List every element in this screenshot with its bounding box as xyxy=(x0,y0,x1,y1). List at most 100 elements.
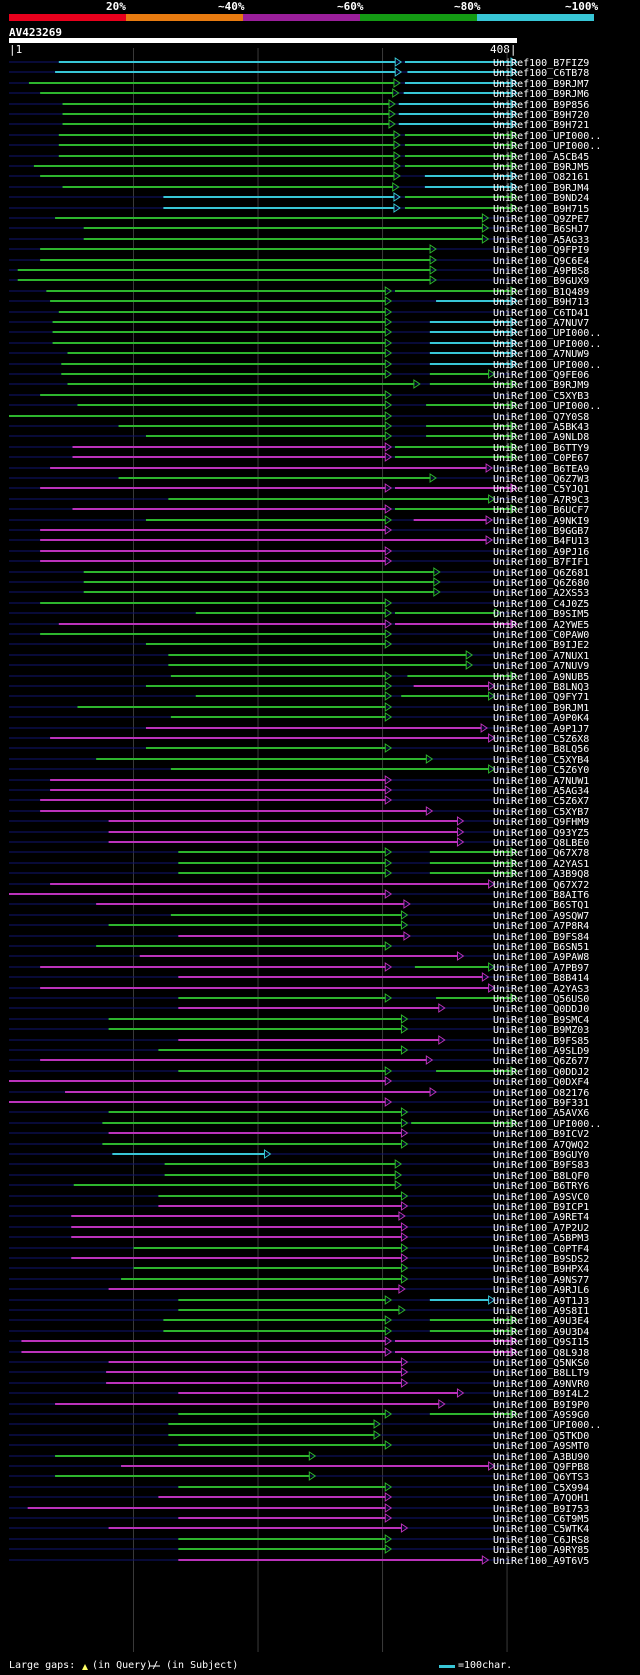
subject-label[interactable]: UniRef100_B9RJM4 xyxy=(493,183,589,194)
subject-label[interactable]: UniRef100_B7FIZ9 xyxy=(493,58,589,69)
subject-label[interactable]: UniRef100_Q9FPB8 xyxy=(493,1462,589,1473)
subject-label[interactable]: UniRef100_Q0DDJ2 xyxy=(493,1067,589,1078)
subject-label[interactable]: UniRef100_B9MZ03 xyxy=(493,1025,589,1036)
subject-label[interactable]: UniRef100_Q6Z680 xyxy=(493,578,589,589)
subject-label[interactable]: UniRef100_A9S8I1 xyxy=(493,1306,589,1317)
subject-label[interactable]: UniRef100_C6JRS8 xyxy=(493,1535,589,1546)
subject-label[interactable]: UniRef100_A7PB97 xyxy=(493,963,589,974)
subject-label[interactable]: UniRef100_A5CB45 xyxy=(493,152,589,163)
subject-label[interactable]: UniRef100_B6TTY9 xyxy=(493,443,589,454)
subject-label[interactable]: UniRef100_Q6YTS3 xyxy=(493,1472,589,1483)
subject-label[interactable]: UniRef100_Q0DXF4 xyxy=(493,1077,589,1088)
subject-label[interactable]: UniRef100_A9RY85 xyxy=(493,1545,589,1556)
subject-label[interactable]: UniRef100_B9RJM9 xyxy=(493,380,589,391)
subject-label[interactable]: UniRef100_A3BU90 xyxy=(493,1452,589,1463)
subject-label[interactable]: UniRef100_B9SMC4 xyxy=(493,1015,589,1026)
subject-label[interactable]: UniRef100_A7P2U2 xyxy=(493,1223,589,1234)
subject-label[interactable]: UniRef100_B1Q489 xyxy=(493,287,589,298)
subject-label[interactable]: UniRef100_A9SLD9 xyxy=(493,1046,589,1057)
subject-label[interactable]: UniRef100_B7FIF1 xyxy=(493,557,589,568)
subject-label[interactable]: UniRef100_B9RJM5 xyxy=(493,162,589,173)
subject-label[interactable]: UniRef100_B9SDS2 xyxy=(493,1254,589,1265)
subject-label[interactable]: UniRef100_B6SHJ7 xyxy=(493,224,589,235)
subject-label[interactable]: UniRef100_Q9FPI9 xyxy=(493,245,589,256)
subject-label[interactable]: UniRef100_A9RET4 xyxy=(493,1212,589,1223)
subject-label[interactable]: UniRef100_C6TD41 xyxy=(493,308,589,319)
subject-label[interactable]: UniRef100_UPI000.. xyxy=(493,401,601,412)
subject-label[interactable]: UniRef100_Q7Y0S8 xyxy=(493,412,589,423)
subject-label[interactable]: UniRef100_B9RJM6 xyxy=(493,89,589,100)
subject-label[interactable]: UniRef100_B6SN51 xyxy=(493,942,589,953)
subject-label[interactable]: UniRef100_A7NUV7 xyxy=(493,318,589,329)
subject-label[interactable]: UniRef100_A9NVR0 xyxy=(493,1379,589,1390)
subject-label[interactable]: UniRef100_B8LQ56 xyxy=(493,744,589,755)
subject-label[interactable]: UniRef100_A7QOH1 xyxy=(493,1493,589,1504)
subject-label[interactable]: UniRef100_A2XS53 xyxy=(493,588,589,599)
subject-label[interactable]: UniRef100_C5XYB7 xyxy=(493,807,589,818)
subject-label[interactable]: UniRef100_Q9FHM9 xyxy=(493,817,589,828)
subject-label[interactable]: UniRef100_A7NUX1 xyxy=(493,651,589,662)
subject-label[interactable]: UniRef100_A7R9C3 xyxy=(493,495,589,506)
subject-label[interactable]: UniRef100_O82161 xyxy=(493,172,589,183)
subject-label[interactable]: UniRef100_UPI000.. xyxy=(493,131,601,142)
subject-label[interactable]: UniRef100_B9ND24 xyxy=(493,193,589,204)
subject-label[interactable]: UniRef100_Q8L9J8 xyxy=(493,1348,589,1359)
subject-label[interactable]: UniRef100_B8AIT6 xyxy=(493,890,589,901)
subject-label[interactable]: UniRef100_A9NLD8 xyxy=(493,432,589,443)
subject-label[interactable]: UniRef100_A9P1J7 xyxy=(493,724,589,735)
subject-label[interactable]: UniRef100_Q9FE06 xyxy=(493,370,589,381)
subject-label[interactable]: UniRef100_A9NS77 xyxy=(493,1275,589,1286)
subject-label[interactable]: UniRef100_B9P856 xyxy=(493,100,589,111)
subject-label[interactable]: UniRef100_A9SQW7 xyxy=(493,911,589,922)
subject-label[interactable]: UniRef100_B9ICV2 xyxy=(493,1129,589,1140)
subject-label[interactable]: UniRef100_Q9SI15 xyxy=(493,1337,589,1348)
subject-label[interactable]: UniRef100_B9I4L2 xyxy=(493,1389,589,1400)
subject-label[interactable]: UniRef100_B6TRY6 xyxy=(493,1181,589,1192)
subject-label[interactable]: UniRef100_A9S9G0 xyxy=(493,1410,589,1421)
subject-label[interactable]: UniRef100_A5BPM3 xyxy=(493,1233,589,1244)
subject-label[interactable]: UniRef100_C4J0Z5 xyxy=(493,599,589,610)
subject-label[interactable]: UniRef100_B9RJM1 xyxy=(493,703,589,714)
subject-label[interactable]: UniRef100_C0PTF4 xyxy=(493,1244,589,1255)
subject-label[interactable]: UniRef100_C5XYB3 xyxy=(493,391,589,402)
subject-label[interactable]: UniRef100_A2YWE5 xyxy=(493,620,589,631)
subject-label[interactable]: UniRef100_A9T6V5 xyxy=(493,1556,589,1567)
subject-label[interactable]: UniRef100_B9GGB7 xyxy=(493,526,589,537)
subject-label[interactable]: UniRef100_Q9C6E4 xyxy=(493,256,589,267)
subject-label[interactable]: UniRef100_B6TEA9 xyxy=(493,464,589,475)
subject-label[interactable]: UniRef100_B9HPX4 xyxy=(493,1264,589,1275)
subject-label[interactable]: UniRef100_A5AG34 xyxy=(493,786,589,797)
subject-label[interactable]: UniRef100_Q93YZ5 xyxy=(493,828,589,839)
subject-label[interactable]: UniRef100_A9PAW8 xyxy=(493,952,589,963)
subject-label[interactable]: UniRef100_UPI000.. xyxy=(493,339,601,350)
subject-label[interactable]: UniRef100_O82176 xyxy=(493,1088,589,1099)
subject-label[interactable]: UniRef100_A5BK43 xyxy=(493,422,589,433)
subject-label[interactable]: UniRef100_B9FS83 xyxy=(493,1160,589,1171)
subject-label[interactable]: UniRef100_B4FU13 xyxy=(493,536,589,547)
subject-label[interactable]: UniRef100_Q6Z677 xyxy=(493,1056,589,1067)
subject-label[interactable]: UniRef100_B9RJM7 xyxy=(493,79,589,90)
subject-label[interactable]: UniRef100_Q67X78 xyxy=(493,848,589,859)
subject-label[interactable]: UniRef100_Q8LBE0 xyxy=(493,838,589,849)
subject-label[interactable]: UniRef100_B8B414 xyxy=(493,973,589,984)
subject-label[interactable]: UniRef100_A9T1J3 xyxy=(493,1296,589,1307)
subject-label[interactable]: UniRef100_B6UCF7 xyxy=(493,505,589,516)
subject-label[interactable]: UniRef100_Q5NKS0 xyxy=(493,1358,589,1369)
subject-label[interactable]: UniRef100_A9NUB5 xyxy=(493,672,589,683)
subject-label[interactable]: UniRef100_B6STQ1 xyxy=(493,900,589,911)
subject-label[interactable]: UniRef100_A9SMT0 xyxy=(493,1441,589,1452)
subject-label[interactable]: UniRef100_C5WTK4 xyxy=(493,1524,589,1535)
subject-label[interactable]: UniRef100_A9PJ16 xyxy=(493,547,589,558)
subject-label[interactable]: UniRef100_A2YAS1 xyxy=(493,859,589,870)
subject-label[interactable]: UniRef100_B8LNQ3 xyxy=(493,682,589,693)
subject-label[interactable]: UniRef100_A9U3D4 xyxy=(493,1327,589,1338)
subject-label[interactable]: UniRef100_A9P0K4 xyxy=(493,713,589,724)
subject-label[interactable]: UniRef100_UPI000.. xyxy=(493,1119,601,1130)
subject-label[interactable]: UniRef100_B9H713 xyxy=(493,297,589,308)
subject-label[interactable]: UniRef100_Q6Z7W3 xyxy=(493,474,589,485)
subject-label[interactable]: UniRef100_B9FS85 xyxy=(493,1036,589,1047)
subject-label[interactable]: UniRef100_B9SIM5 xyxy=(493,609,589,620)
subject-label[interactable]: UniRef100_C0PE67 xyxy=(493,453,589,464)
subject-label[interactable]: UniRef100_C5XYB4 xyxy=(493,755,589,766)
subject-label[interactable]: UniRef100_A7QWQ2 xyxy=(493,1140,589,1151)
